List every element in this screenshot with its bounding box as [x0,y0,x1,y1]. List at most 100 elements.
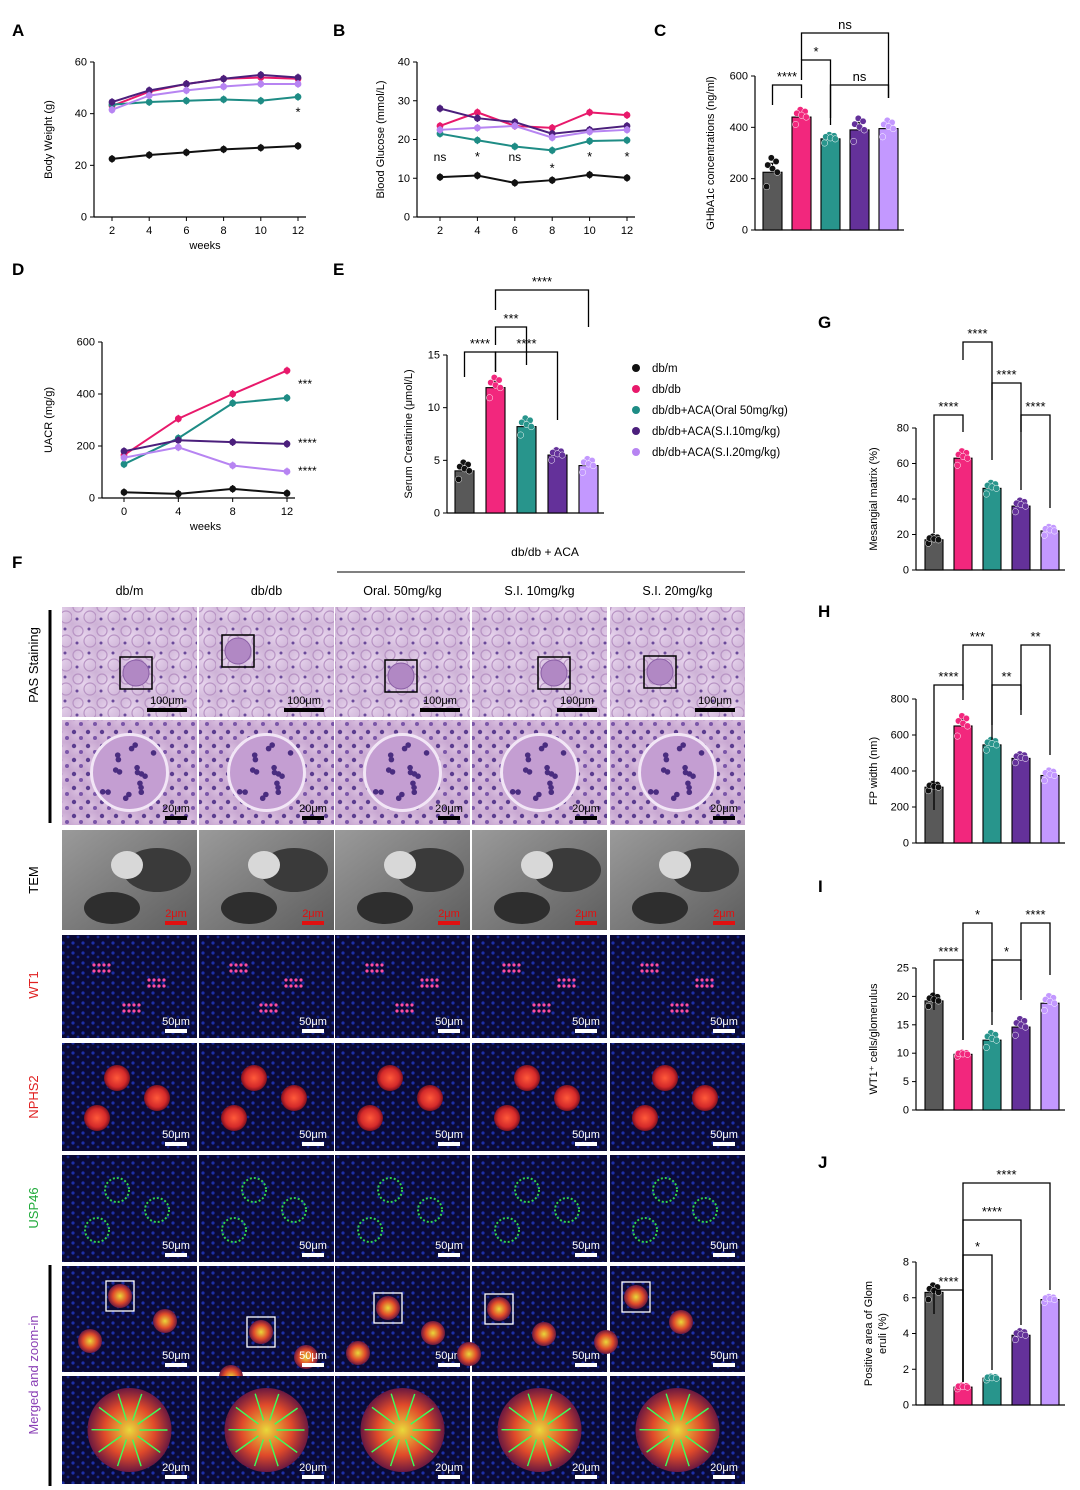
wt1-signal [640,963,644,967]
y-tick-label: 30 [398,95,410,107]
legend-marker [632,364,640,372]
data-point [773,168,781,176]
wt1-signal [244,969,248,973]
significance-label: **** [996,367,1016,382]
data-point [993,484,1000,492]
wt1-signal [289,978,293,982]
y-tick-label: 10 [398,173,410,185]
data-point [436,105,444,112]
wt1-signal [380,963,384,967]
nucleus [405,742,411,748]
wt1-signal [269,1003,273,1007]
usp46-filament [137,1407,161,1425]
scale-bar-label: 20μm [162,1462,190,1474]
wt1-signal [670,1009,674,1013]
glomerulus [122,659,150,687]
data-point [495,376,503,384]
nphs2-glomerulus [632,1105,658,1131]
nucleus [274,780,280,787]
data-point [257,144,265,152]
bar [982,487,1002,571]
zoomed-glomerulus [224,1388,309,1472]
data-point [964,1383,971,1391]
scale-bar-label: 100μm [560,695,594,707]
data-point [145,98,153,106]
wt1-signal [680,1009,684,1013]
scale-bar-label: 50μm [435,1350,463,1362]
significance-label: **** [938,399,958,414]
wt1-signal [502,963,506,967]
data-point [772,158,780,165]
wt1-signal [410,1003,414,1007]
scale-bar [575,921,597,925]
nucleus [676,745,683,752]
wt1-signal [259,1009,263,1013]
y-tick-label: 10 [428,402,440,414]
y-tick-label: 4 [903,1328,909,1340]
micrograph-merged-4: 50μm [594,1266,745,1372]
data-point [183,149,190,156]
significance-label: **** [996,1167,1016,1182]
wt1-signal [102,963,106,967]
merged-glomerulus [457,1342,481,1366]
wt1-signal [152,984,156,988]
scale-bar-label: 50μm [572,1350,600,1362]
micrograph-pas_high-2: 20μm [335,720,470,825]
data-point [935,536,942,544]
scale-bar [575,1475,597,1479]
legend-marker [632,448,640,456]
micrograph-usp46-3: 50μm [472,1155,607,1262]
y-tick-label: 40 [75,108,87,120]
data-point [145,92,153,99]
data-point [548,124,556,132]
scale-bar-label: 50μm [162,1240,190,1252]
usp46-signal [632,1217,658,1243]
data-point [108,106,116,114]
nucleus [411,784,417,791]
y-tick-label: 400 [77,389,95,401]
usp46-filament [404,1439,415,1467]
micrograph-zoom-0: 20μm [62,1376,197,1484]
sig-annotation: ns [508,150,521,164]
wt1-signal [567,978,571,982]
merged-glomerulus [153,1309,177,1333]
usp46-filament [390,1393,401,1421]
zoomed-glomerulus [635,1388,720,1472]
y-tick-label: 15 [897,1019,909,1031]
nucleus [105,789,111,795]
sig-annotation: * [550,161,555,176]
data-point [1011,759,1019,767]
y-tick-label: 0 [903,838,909,850]
nphs2-glomerulus [377,1065,403,1091]
red-blood-cell [84,892,140,924]
data-point [229,485,237,493]
usp46-filament [665,1393,676,1421]
wt1-signal [420,978,424,982]
wt1-signal [127,1009,131,1013]
nucleus [548,789,555,796]
data-point [511,143,519,150]
data-point [769,165,776,173]
nucleus [249,767,256,773]
data-point [586,128,593,136]
scale-bar [713,1363,735,1367]
usp46-filament [679,1439,690,1467]
scale-bar-label: 2μm [165,908,187,920]
y-tick-label: 0 [903,1400,909,1412]
comparison-bracket [463,351,497,377]
wt1-signal [547,1009,551,1013]
data-point [623,136,631,144]
y-tick-label: 600 [730,71,748,83]
nucleus [138,789,145,796]
micrograph-zoom-2: 20μm [335,1376,470,1484]
significance-label: ns [838,17,852,32]
y-tick-label: 40 [398,57,410,69]
scale-bar [575,1253,597,1257]
y-axis-label: WT1⁺ cells/glomerulus [868,983,880,1094]
wt1-signal [512,963,516,967]
group-header: db/db + ACA [511,545,579,559]
merged-glomerulus [532,1322,556,1346]
x-tick-label: 4 [175,506,181,518]
chart-G: 0 20 40 60 80 Mesangial matrix (%) **** **** ***… [868,326,1065,577]
merged-glomerulus [376,1296,400,1320]
